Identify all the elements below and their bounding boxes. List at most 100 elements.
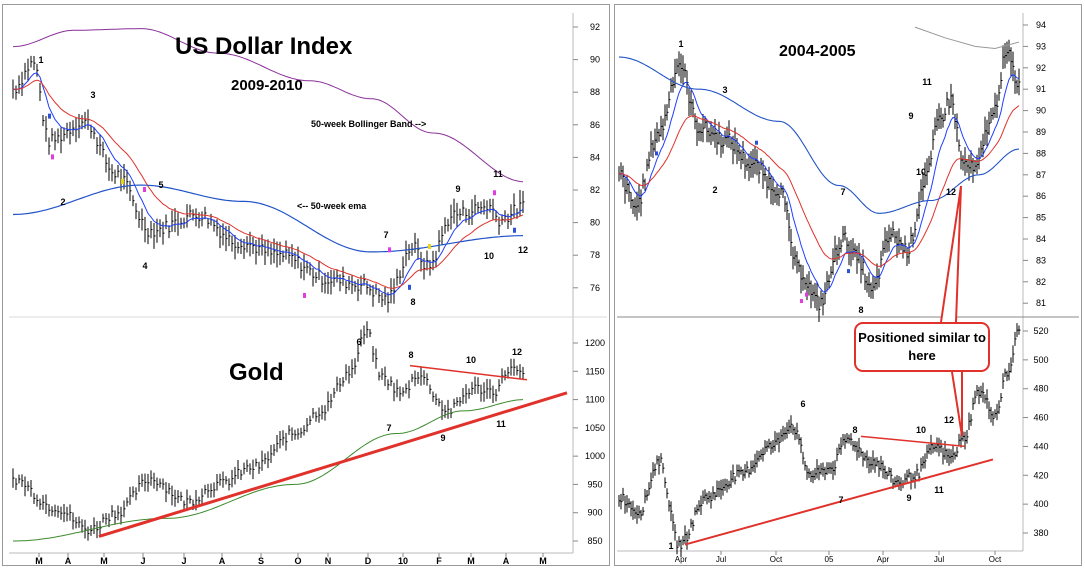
wave-label: 2 [60, 197, 65, 207]
dollar-chart-title: US Dollar Index [175, 33, 353, 60]
dollar-axis-label: 93 [1036, 41, 1046, 51]
gold-resistance-line [409, 364, 528, 381]
gold-axis-label: 950 [587, 479, 602, 489]
wave-label: 8 [408, 350, 413, 360]
wave-label: 11 [922, 77, 932, 87]
gold-axis-label: 1150 [585, 366, 604, 376]
dollar-upper-band [914, 26, 1020, 50]
gold-axis-label: 1000 [585, 451, 605, 461]
wave-label: 12 [946, 187, 956, 197]
signal-marker [388, 247, 391, 253]
signal-marker [513, 227, 516, 233]
wave-label: 2 [712, 185, 717, 195]
gold-axis-label: 850 [587, 536, 602, 546]
gold-axis-label: 440 [1033, 441, 1048, 451]
month-label: M [467, 556, 475, 565]
gold-axis-label: 1050 [585, 423, 605, 433]
dollar-axis-label: 81 [1036, 298, 1046, 308]
ema-annotation: <-- 50-week ema [297, 201, 367, 211]
month-label: O [294, 556, 301, 565]
wave-label: 9 [455, 184, 460, 194]
dollar-axis-label: 90 [1036, 106, 1046, 116]
signal-marker [847, 269, 850, 274]
dollar-axis-label: 88 [590, 87, 600, 97]
dollar-axis-label: 94 [1036, 20, 1046, 30]
month-label: J [181, 556, 186, 565]
month-label: M [100, 556, 108, 565]
dollar-bollinger-band [12, 28, 524, 183]
dollar-price-bars [618, 39, 1021, 322]
month-label: D [365, 556, 372, 565]
right-chart-panel: 94 93 92 91 90 89 88 87 86 85 84 83 82 81 520 500 480 460… [614, 4, 1082, 566]
wave-label: 1 [668, 541, 673, 551]
wave-label: 11 [934, 485, 944, 495]
wave-label: 1 [38, 55, 43, 65]
dollar-axis-label: 92 [590, 22, 600, 32]
right-chart-title: 2004-2005 [779, 43, 856, 60]
dollar-axis-label: 78 [590, 250, 600, 260]
dollar-axis-label: 86 [590, 120, 600, 130]
month-label: Jul [934, 555, 944, 564]
month-label: M [539, 556, 547, 565]
signal-marker [51, 154, 54, 160]
signal-marker [408, 284, 411, 290]
dollar-axis-label: 89 [1036, 127, 1046, 137]
signal-marker [800, 299, 803, 304]
wave-label: 10 [484, 251, 494, 261]
signal-marker [121, 178, 124, 184]
month-label: 10 [398, 556, 408, 565]
month-label: M [35, 556, 43, 565]
dollar-ema-short [618, 73, 1020, 293]
month-label: F [436, 556, 442, 565]
wave-label: 7 [386, 423, 391, 433]
dollar-axis-label: 90 [590, 55, 600, 65]
wave-label: 6 [800, 399, 805, 409]
month-label: Apr [675, 555, 688, 564]
dollar-axis-label: 84 [590, 152, 600, 162]
wave-label: 6 [356, 337, 361, 347]
dollar-axis-label: 86 [1036, 191, 1046, 201]
month-label: Oct [770, 555, 783, 564]
wave-label: 3 [722, 85, 727, 95]
month-label: Apr [877, 555, 890, 564]
month-label: 05 [825, 555, 834, 564]
wave-label: 10 [916, 167, 926, 177]
dollar-axis-label: 84 [1036, 234, 1046, 244]
gold-axis-label: 400 [1033, 499, 1048, 509]
gold-moving-average [13, 399, 524, 542]
gold-resistance-line [860, 435, 966, 448]
month-label: Jul [716, 555, 726, 564]
dollar-axis-label: 82 [1036, 277, 1046, 287]
gold-axis-label: 420 [1033, 470, 1048, 480]
signal-marker [303, 292, 306, 298]
signal-marker [493, 190, 496, 196]
dollar-axis-label: 92 [1036, 63, 1046, 73]
month-label: S [258, 556, 264, 565]
signal-marker [655, 151, 658, 156]
left-chart-svg: 9290888684828078761200115011001050100095… [9, 13, 607, 565]
wave-label: 7 [840, 187, 845, 197]
month-label: A [503, 556, 510, 565]
dollar-50-week-ema [619, 56, 1020, 214]
month-label: A [65, 556, 72, 565]
month-label: N [325, 556, 332, 565]
gold-axis-label: 480 [1033, 384, 1048, 394]
dollar-ema-short [12, 72, 524, 296]
signal-marker [805, 292, 808, 297]
dollar-ema-mid [12, 79, 524, 289]
wave-label: 9 [906, 493, 911, 503]
wave-label: 10 [916, 425, 926, 435]
gold-support-trendline [98, 391, 568, 538]
gold-axis-label: 500 [1033, 355, 1048, 365]
gold-chart-title: Gold [229, 359, 284, 386]
wave-label: 12 [512, 347, 522, 357]
month-label: A [219, 556, 226, 565]
callout-box: Positioned similar to here [854, 322, 990, 372]
gold-axis-label: 1200 [585, 338, 605, 348]
dollar-axis-label: 91 [1036, 84, 1046, 94]
gold-axis-label: 520 [1033, 326, 1048, 336]
wave-label: 9 [908, 111, 913, 121]
gold-axis-label: 1100 [585, 395, 604, 405]
dollar-ema-mid [618, 105, 1020, 268]
month-label: J [140, 556, 145, 565]
